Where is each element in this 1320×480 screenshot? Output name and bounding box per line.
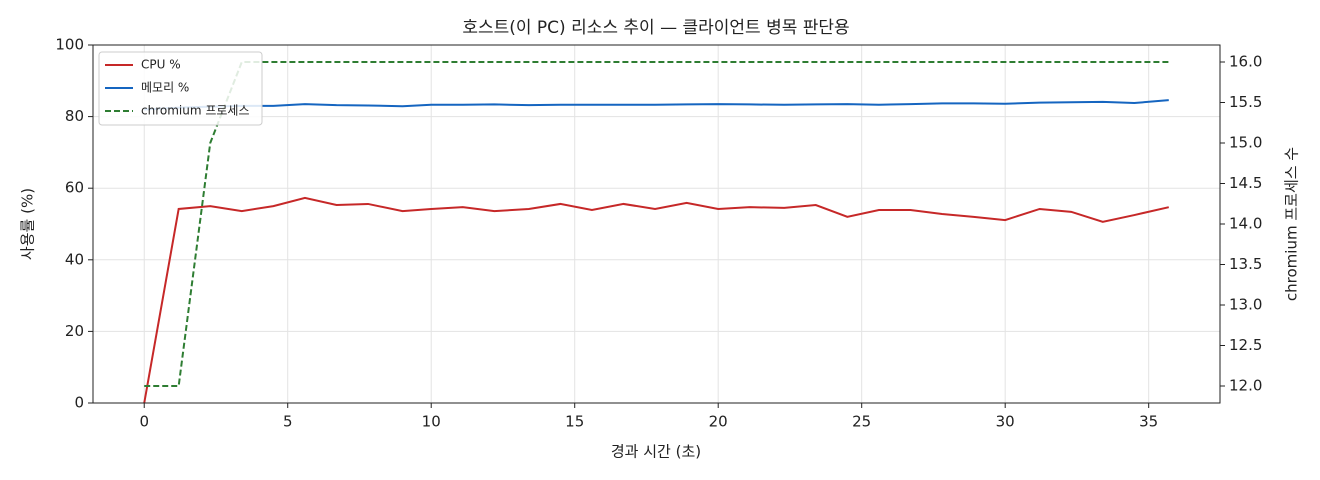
- y-tick-label: 60: [65, 179, 84, 197]
- y2-tick-label: 13.5: [1229, 255, 1262, 273]
- legend: CPU % 메모리 % chromium 프로세스: [98, 51, 263, 126]
- y2-tick-label: 12.5: [1229, 336, 1262, 354]
- x-axis-label: 경과 시간 (초): [611, 443, 701, 461]
- y2-tick-label: 13.0: [1229, 295, 1262, 313]
- x-tick-label: 25: [852, 413, 871, 431]
- line-series: [144, 61, 1169, 387]
- y-tick-label: 0: [74, 394, 84, 412]
- plot-frame: [92, 44, 1221, 404]
- x-tick-label: 20: [709, 413, 728, 431]
- y-tick-label: 80: [65, 107, 84, 125]
- y2-tick-label: 14.0: [1229, 215, 1262, 233]
- y2-tick-label: 15.5: [1229, 93, 1262, 111]
- line-series: [143, 196, 1169, 404]
- x-tick-label: 15: [565, 413, 584, 431]
- y2-tick-label: 14.5: [1229, 174, 1262, 192]
- x-tick-label: 35: [1139, 413, 1158, 431]
- y2-tick-label: 12.0: [1229, 376, 1262, 394]
- y-tick-label: 40: [65, 250, 84, 268]
- x-tick-label: 5: [283, 413, 293, 431]
- x-tick-label: 0: [139, 413, 149, 431]
- y2-tick-label: 15.0: [1229, 134, 1262, 152]
- legend-label: CPU %: [141, 58, 181, 72]
- x-tick-label: 30: [996, 413, 1015, 431]
- legend-box: [98, 51, 263, 126]
- legend-label: 메모리 %: [141, 81, 189, 95]
- y2-axis-label: chromium 프로세스 수: [1283, 147, 1301, 301]
- chart-title: 호스트(이 PC) 리소스 추이 — 클라이언트 병목 판단용: [462, 18, 849, 38]
- y-axis-label: 사용률 (%): [19, 188, 37, 260]
- y-tick-label: 100: [55, 36, 84, 54]
- y-tick-label: 20: [65, 322, 84, 340]
- legend-label: chromium 프로세스: [141, 104, 250, 118]
- x-tick-label: 10: [422, 413, 441, 431]
- line-series: [144, 99, 1169, 111]
- y2-tick-label: 16.0: [1229, 53, 1262, 71]
